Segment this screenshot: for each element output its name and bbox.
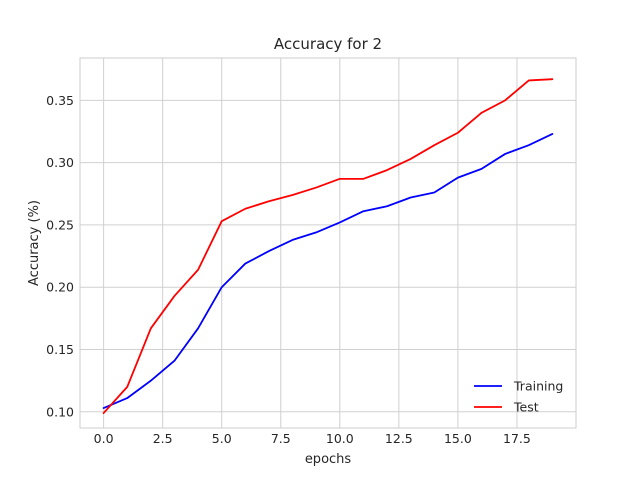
x-axis-label: epochs	[305, 452, 352, 467]
series-line-training	[102, 133, 554, 409]
grid	[80, 58, 576, 428]
y-tick-label: 0.25	[46, 217, 74, 232]
legend-item-training: Training	[474, 379, 563, 394]
y-tick-label: 0.10	[46, 404, 74, 419]
x-tick-label: 15.0	[444, 431, 472, 446]
x-tick-label: 2.5	[153, 431, 173, 446]
x-tick-label: 10.0	[326, 431, 354, 446]
x-tick-label: 7.5	[271, 431, 291, 446]
x-tick-label: 0.0	[94, 431, 114, 446]
plot-frame	[79, 57, 577, 429]
y-axis-label: Accuracy (%)	[27, 200, 42, 286]
x-tick-label: 17.5	[503, 431, 531, 446]
y-tick-labels: 0.10 0.15 0.20 0.25 0.30 0.35	[46, 93, 74, 419]
legend-label: Test	[513, 400, 539, 415]
legend: Training Test	[474, 379, 563, 415]
y-tick-label: 0.30	[46, 155, 74, 170]
y-tick-label: 0.35	[46, 93, 74, 108]
x-tick-labels: 0.0 2.5 5.0 7.5 10.0 12.5 15.0 17.5	[94, 431, 531, 446]
legend-item-test: Test	[474, 400, 539, 415]
y-tick-label: 0.15	[46, 342, 74, 357]
series-line-test	[102, 78, 554, 414]
x-tick-label: 12.5	[385, 431, 413, 446]
y-tick-label: 0.20	[46, 280, 74, 295]
chart-title: Accuracy for 2	[274, 35, 382, 53]
series-lines	[102, 78, 554, 414]
x-tick-label: 5.0	[212, 431, 232, 446]
legend-label: Training	[513, 379, 563, 394]
